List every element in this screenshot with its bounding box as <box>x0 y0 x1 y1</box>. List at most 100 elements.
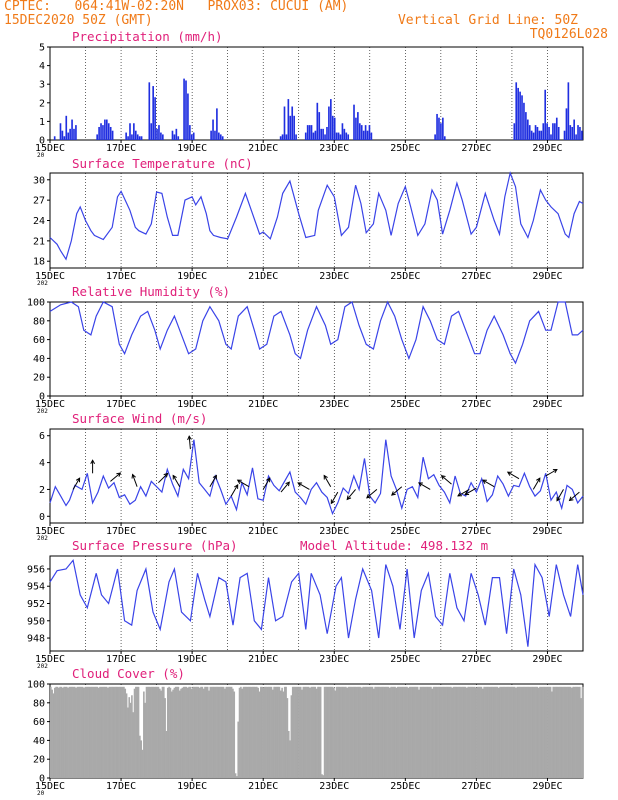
panel-precip: 0 1 2 3 4 5 15DEC 17DEC 19DEC 21DEC 23DEC 25DEC 27DE… <box>35 29 584 159</box>
cloud-cover-bar <box>79 686 81 778</box>
cloud-cover-bar <box>343 686 346 778</box>
precip-bar <box>138 136 141 140</box>
precip-bar <box>530 130 533 140</box>
precip-bar <box>100 123 102 140</box>
cloud-cover-bar <box>412 686 415 778</box>
cloud-cover-bar <box>196 686 198 778</box>
cloud-cover-bar <box>99 686 101 778</box>
cloud-cover-bar <box>512 686 515 778</box>
wind-arrow-shaft <box>323 475 332 487</box>
cloud-cover-bar <box>366 686 368 778</box>
cloud-cover-bar <box>372 688 375 778</box>
cloud-cover-bar <box>303 686 306 778</box>
cloud-cover-bar <box>250 686 253 778</box>
x-tick-label: 25DEC <box>390 526 420 537</box>
cloud-cover-bar <box>260 686 262 778</box>
cloud-cover-bar <box>382 686 384 778</box>
precip-bar <box>534 125 537 140</box>
precip-bar <box>219 134 222 140</box>
panel-frame <box>49 301 584 397</box>
cloud-cover-bar <box>475 687 477 778</box>
cloud-cover-bar <box>128 697 131 778</box>
precip-bar <box>362 130 365 140</box>
cloud-cover-bar <box>230 686 233 778</box>
cloud-cover-bar <box>174 686 177 778</box>
precip-bar <box>565 108 568 140</box>
wind-arrow-head <box>187 435 192 441</box>
wind-arrow <box>346 489 356 501</box>
cloud-cover-bar <box>557 686 560 778</box>
precip-bar <box>133 123 135 140</box>
cloud-cover-bar <box>93 686 96 778</box>
wind-arrow-head <box>285 481 290 487</box>
cloud-cover-bar <box>192 686 194 778</box>
cloud-cover-bar <box>236 776 238 778</box>
precip-bar <box>328 106 330 140</box>
wind-arrow-head <box>323 474 328 480</box>
cloud-cover-bar <box>527 686 529 778</box>
precip-bar <box>434 134 436 140</box>
cloud-cover-bar <box>422 686 424 778</box>
cloud-cover-bar <box>299 686 302 778</box>
cloud-cover-bar <box>442 686 444 778</box>
year-label: 202 <box>37 408 48 415</box>
cloud-cover-bar <box>392 686 395 778</box>
cloud-cover-bar <box>55 686 57 778</box>
wind-arrow-head <box>464 490 470 496</box>
cloud-cover-bar <box>535 686 537 778</box>
cloud-cover-bar <box>298 686 301 778</box>
cloud-cover-bar <box>131 695 133 778</box>
cloud-cover-bar <box>407 687 410 778</box>
panel-title-cloud: Cloud Cover (%) <box>72 666 185 681</box>
cloud-cover-bar <box>64 686 67 778</box>
cloud-cover-bar <box>81 686 84 778</box>
cloud-cover-bar <box>386 686 388 778</box>
cloud-cover-bar <box>443 686 446 778</box>
cloud-cover-bar <box>521 686 524 778</box>
cloud-cover-bar <box>245 686 248 778</box>
cloud-cover-bar <box>391 686 394 778</box>
precip-bar <box>442 117 444 140</box>
cloud-cover-bar <box>254 686 257 778</box>
wind-arrow <box>545 468 558 477</box>
wind-arrow-shaft <box>418 482 431 490</box>
cloud-cover-bar <box>395 687 398 778</box>
cloud-cover-bar <box>556 686 559 778</box>
wind-arrow-head <box>297 482 303 487</box>
cloud-cover-bar <box>345 686 347 778</box>
x-tick-label: 25DEC <box>390 271 420 282</box>
cloud-cover-bar <box>416 686 419 778</box>
cloud-cover-bar <box>168 686 170 778</box>
cloud-cover-bar <box>576 686 578 778</box>
precip-bar <box>183 78 185 140</box>
cloud-cover-bar <box>342 686 345 778</box>
x-tick-label: 29DEC <box>532 399 562 410</box>
cloud-cover-bar <box>120 686 123 778</box>
panel-rh: 0 20 40 60 80 100 15DEC 17DEC 19DEC 21DEC 23DEC 25D… <box>27 284 584 415</box>
precip-bar <box>71 119 73 140</box>
cloud-cover-bar <box>451 687 454 778</box>
cloud-cover-bar <box>242 686 245 778</box>
cloud-cover-bar <box>87 686 89 778</box>
cloud-cover-bar <box>567 686 569 778</box>
cloud-cover-bar <box>390 686 392 778</box>
wind-arrow-head <box>266 477 271 483</box>
cloud-cover-bar <box>140 740 143 778</box>
cloud-cover-bar <box>426 686 428 778</box>
y-tick-label: 60 <box>33 717 45 728</box>
y-tick-label: 0 <box>39 512 45 523</box>
cloud-cover-bar <box>355 686 358 778</box>
wind-arrow-shaft <box>507 471 520 480</box>
wind-arrow-head <box>90 459 96 465</box>
precip-bar <box>185 80 187 140</box>
cloud-cover-bar <box>349 686 351 778</box>
precip-bar <box>134 130 137 140</box>
precip-bar <box>546 123 548 140</box>
wind-arrow-shaft <box>391 486 403 496</box>
precip-bar <box>579 126 581 140</box>
cloud-cover-bar <box>225 686 228 778</box>
x-tick-label: 29DEC <box>532 526 562 537</box>
cloud-cover-bar <box>313 686 315 778</box>
precip-bar <box>523 102 525 140</box>
cloud-cover-bar <box>330 686 333 778</box>
